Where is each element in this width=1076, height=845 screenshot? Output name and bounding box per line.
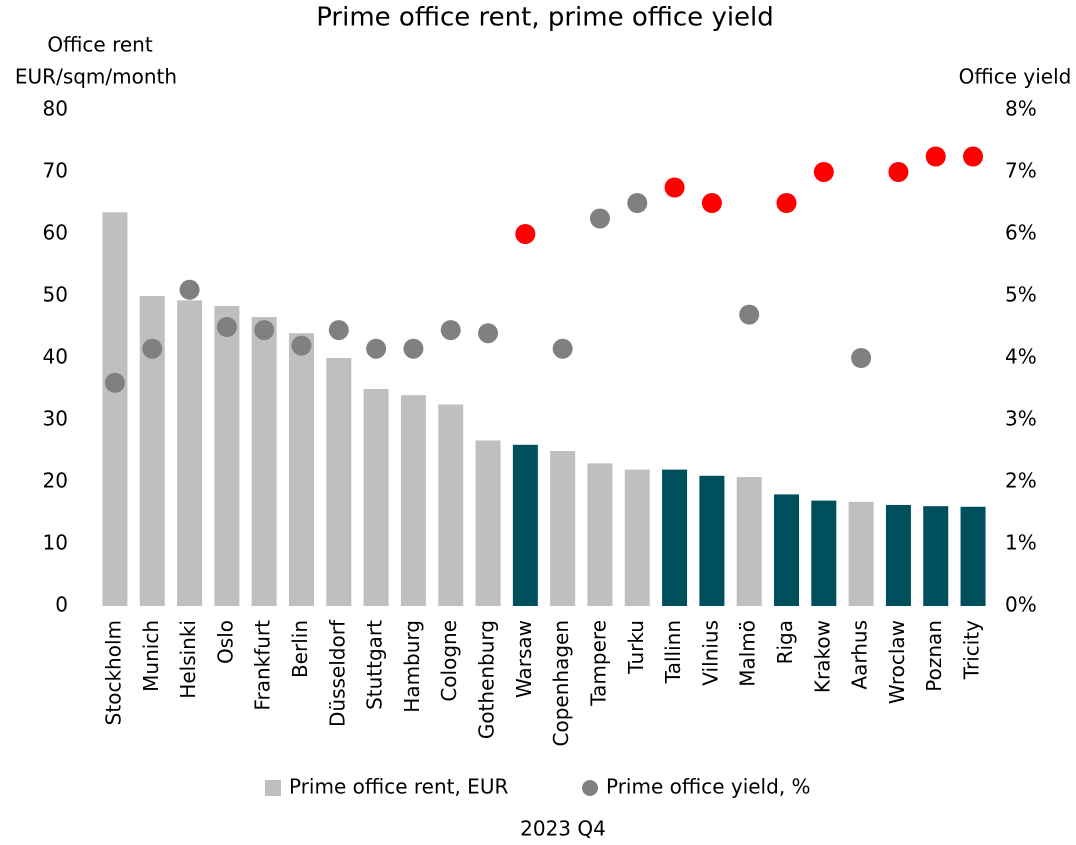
bar <box>288 333 314 606</box>
x-tick-label: Gothenburg <box>475 620 499 739</box>
chart-title: Prime office rent, prime office yield <box>316 3 774 33</box>
x-tick-label: Berlin <box>288 620 312 678</box>
x-tick-label: Hamburg <box>400 620 424 713</box>
dot <box>925 146 946 167</box>
y2-axis-label: Office yield <box>959 65 1072 89</box>
dot <box>478 323 499 344</box>
y-axis-label: Office rent <box>47 33 153 57</box>
y2-tick-label: 5% <box>1005 283 1037 307</box>
x-tick-label: Krakow <box>810 620 834 693</box>
dot <box>291 335 312 356</box>
x-tick-label: Riga <box>773 620 797 664</box>
dot <box>328 320 349 341</box>
x-tick-label: Stuttgart <box>363 620 387 710</box>
dot <box>963 146 984 167</box>
y-tick-label: 40 <box>43 345 68 369</box>
bar <box>624 469 650 606</box>
x-tick-label: Vilnius <box>698 620 722 686</box>
dot <box>627 193 648 213</box>
bar <box>251 317 277 606</box>
x-tick-label: Wroclaw <box>885 620 909 704</box>
x-tick-label: Tampere <box>586 620 610 707</box>
x-tick-label: Aarhus <box>848 620 872 690</box>
y-tick-label: 30 <box>43 407 68 431</box>
bar <box>960 506 986 606</box>
x-tick-label: Poznan <box>922 620 946 692</box>
legend-label: Prime office yield, % <box>606 775 811 799</box>
bar <box>848 501 874 606</box>
y2-tick-label: 2% <box>1005 469 1037 493</box>
dot <box>739 304 760 325</box>
dot <box>589 208 610 229</box>
dot <box>403 338 424 359</box>
dot <box>440 320 461 341</box>
x-tick-label: Helsinki <box>176 620 200 699</box>
bar <box>923 506 949 606</box>
y2-tick-label: 6% <box>1005 221 1037 245</box>
dot <box>142 338 163 359</box>
dot <box>254 320 275 341</box>
x-tick-label: Malmö <box>736 620 760 687</box>
bar <box>475 440 501 606</box>
y2-tick-label: 7% <box>1005 159 1037 183</box>
y-tick-label: 50 <box>43 283 68 307</box>
legend-swatch <box>265 780 281 796</box>
bar <box>102 212 128 607</box>
x-tick-label: Düsseldorf <box>325 619 349 727</box>
bar <box>512 444 538 606</box>
bar <box>550 451 576 606</box>
dot <box>515 224 536 244</box>
x-tick-label: Copenhagen <box>549 620 573 746</box>
x-tick-label: Turku <box>624 620 648 675</box>
y2-tick-label: 8% <box>1005 97 1037 121</box>
dot <box>701 193 722 213</box>
x-axis-label: 2023 Q4 <box>520 817 606 841</box>
bar <box>177 300 203 606</box>
bar <box>736 477 762 606</box>
dot <box>776 193 797 213</box>
dot <box>813 162 834 182</box>
bar <box>438 404 464 606</box>
y-tick-label: 20 <box>43 469 68 493</box>
dot <box>851 348 872 368</box>
bar <box>587 463 613 606</box>
dot <box>104 372 125 393</box>
legend-swatch <box>582 780 598 796</box>
dot <box>179 279 200 300</box>
y-tick-label: 80 <box>43 97 68 121</box>
legend-label: Prime office rent, EUR <box>289 775 508 799</box>
dot <box>664 177 685 198</box>
y-tick-label: 10 <box>43 531 68 555</box>
bar <box>811 500 837 606</box>
dot <box>552 338 573 359</box>
x-tick-label: Cologne <box>437 620 461 702</box>
x-tick-label: Tricity <box>960 620 984 680</box>
dot <box>888 162 909 182</box>
x-tick-label: Tallinn <box>661 620 685 684</box>
bar <box>214 305 240 606</box>
x-tick-label: Frankfurt <box>251 620 275 711</box>
y2-tick-label: 0% <box>1005 593 1037 617</box>
bar <box>400 395 426 606</box>
x-tick-label: Stockholm <box>101 620 125 725</box>
x-tick-label: Oslo <box>213 620 237 664</box>
bar <box>363 389 389 606</box>
bar <box>662 469 688 606</box>
x-tick-label: Warsaw <box>512 620 536 698</box>
y-tick-label: 60 <box>43 221 68 245</box>
bar <box>699 475 725 606</box>
bar <box>885 504 911 606</box>
y-tick-label: 0 <box>55 593 68 617</box>
bar <box>326 358 352 606</box>
y2-tick-label: 3% <box>1005 407 1037 431</box>
y-tick-label: 70 <box>43 159 68 183</box>
dot <box>366 338 387 359</box>
dot <box>216 317 237 337</box>
x-tick-label: Munich <box>139 620 163 692</box>
bar <box>774 494 800 606</box>
y-axis-label: EUR/sqm/month <box>15 65 177 89</box>
y2-tick-label: 1% <box>1005 531 1037 555</box>
y2-tick-label: 4% <box>1005 345 1037 369</box>
